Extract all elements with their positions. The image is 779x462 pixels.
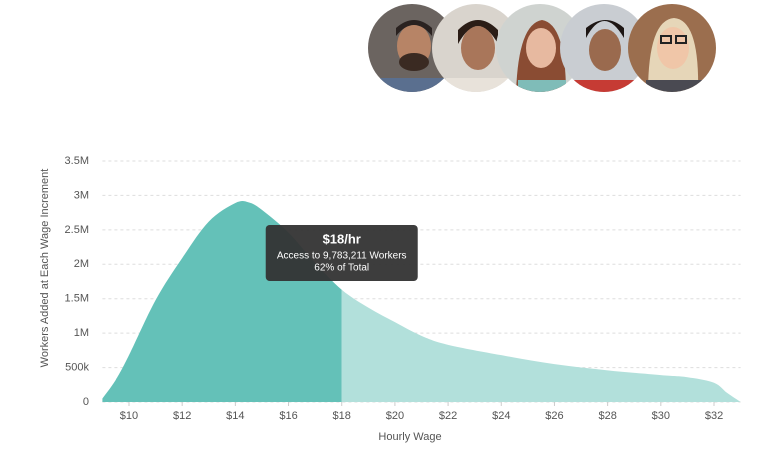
y-tick-label: 500k <box>65 361 89 373</box>
y-tick-label: 1M <box>74 327 89 339</box>
y-tick-label: 2M <box>74 258 89 270</box>
y-tick-label: 1.5M <box>65 293 89 305</box>
y-tick-label: 2.5M <box>65 224 89 236</box>
x-tick-label: $20 <box>386 410 404 422</box>
y-tick-label: 3M <box>74 189 89 201</box>
tooltip-line: Access to 9,783,211 Workers <box>277 251 407 262</box>
y-tick-label: 0 <box>83 396 89 408</box>
x-tick-label: $18 <box>333 410 351 422</box>
x-axis-label: Hourly Wage <box>378 431 441 443</box>
x-tick-label: $16 <box>279 410 297 422</box>
y-tick-label: 3.5M <box>65 155 89 167</box>
x-tick-label: $14 <box>226 410 244 422</box>
tooltip-title: $18/hr <box>323 231 361 246</box>
tooltip-line: 62% of Total <box>314 263 369 274</box>
y-axis-label: Workers Added at Each Wage Increment <box>39 169 51 368</box>
avatar <box>628 4 716 92</box>
tooltip-box <box>265 225 418 281</box>
x-tick-label: $28 <box>598 410 616 422</box>
x-tick-label: $10 <box>120 410 138 422</box>
x-tick-label: $32 <box>705 410 723 422</box>
x-tick-label: $12 <box>173 410 191 422</box>
x-tick-label: $30 <box>652 410 670 422</box>
x-tick-label: $26 <box>545 410 563 422</box>
area <box>102 201 741 402</box>
x-tick-label: $24 <box>492 410 510 422</box>
x-tick-label: $22 <box>439 410 457 422</box>
avatars <box>368 4 716 92</box>
